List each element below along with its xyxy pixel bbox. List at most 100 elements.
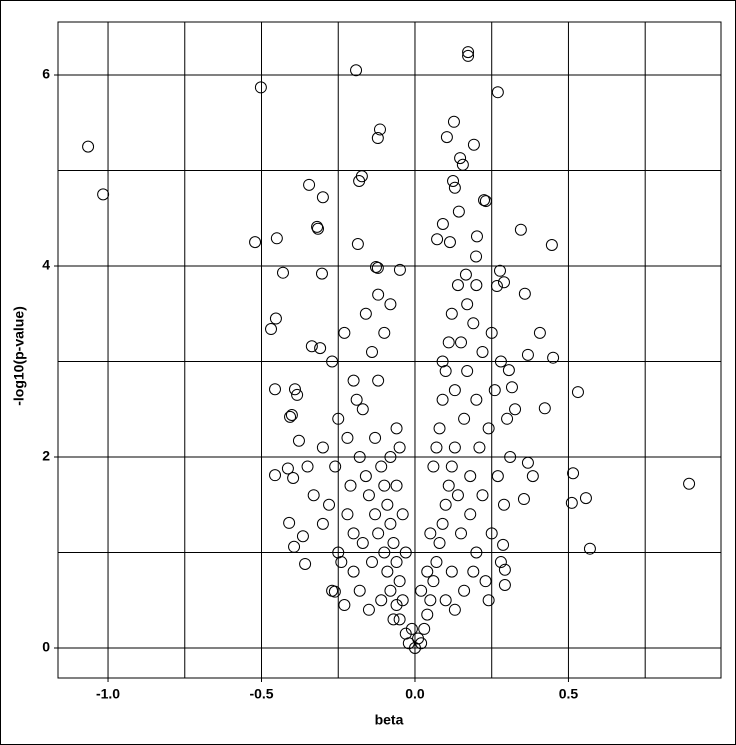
point bbox=[316, 517, 329, 530]
point bbox=[439, 498, 452, 511]
point bbox=[497, 538, 510, 551]
point bbox=[396, 508, 409, 521]
point bbox=[458, 412, 471, 425]
point bbox=[451, 279, 464, 292]
point bbox=[445, 307, 458, 320]
point bbox=[464, 508, 477, 521]
point bbox=[470, 279, 483, 292]
point bbox=[393, 575, 406, 588]
point bbox=[350, 393, 363, 406]
point bbox=[366, 345, 379, 358]
point bbox=[448, 181, 461, 194]
point bbox=[467, 138, 480, 151]
point bbox=[473, 441, 486, 454]
point bbox=[456, 158, 469, 171]
point bbox=[502, 364, 515, 377]
point bbox=[514, 223, 527, 236]
point bbox=[424, 594, 437, 607]
point bbox=[316, 441, 329, 454]
point bbox=[292, 434, 305, 447]
point bbox=[547, 351, 560, 364]
point bbox=[299, 557, 312, 570]
point bbox=[296, 530, 309, 543]
point bbox=[390, 479, 403, 492]
point bbox=[571, 386, 584, 399]
point bbox=[533, 326, 546, 339]
point bbox=[505, 381, 518, 394]
point bbox=[683, 477, 696, 490]
point bbox=[347, 527, 360, 540]
x-tick-label: -0.5 bbox=[249, 686, 273, 702]
point bbox=[378, 326, 391, 339]
point bbox=[378, 546, 391, 559]
point bbox=[421, 608, 434, 621]
x-tick-label: -1.0 bbox=[96, 686, 120, 702]
point bbox=[565, 496, 578, 509]
point bbox=[381, 498, 394, 511]
point bbox=[372, 374, 385, 387]
point bbox=[378, 479, 391, 492]
point bbox=[464, 470, 477, 483]
point bbox=[479, 575, 492, 588]
point bbox=[393, 441, 406, 454]
point bbox=[356, 536, 369, 549]
point bbox=[369, 431, 382, 444]
point bbox=[311, 222, 324, 235]
point bbox=[373, 123, 386, 136]
point bbox=[353, 584, 366, 597]
point bbox=[504, 451, 517, 464]
point bbox=[323, 498, 336, 511]
point bbox=[494, 355, 507, 368]
point bbox=[283, 516, 296, 529]
point bbox=[451, 489, 464, 502]
point bbox=[418, 622, 431, 635]
point bbox=[372, 527, 385, 540]
point bbox=[384, 584, 397, 597]
point bbox=[384, 451, 397, 464]
point bbox=[353, 175, 366, 188]
point bbox=[517, 493, 530, 506]
point bbox=[288, 383, 301, 396]
point bbox=[448, 441, 461, 454]
point bbox=[442, 479, 455, 492]
point bbox=[347, 565, 360, 578]
point bbox=[329, 460, 342, 473]
point bbox=[526, 470, 539, 483]
point bbox=[351, 238, 364, 251]
y-tick-label: 2 bbox=[42, 448, 50, 464]
point bbox=[372, 288, 385, 301]
point bbox=[301, 460, 314, 473]
point bbox=[362, 489, 375, 502]
x-tick-label: 0.5 bbox=[559, 686, 579, 702]
point bbox=[288, 540, 301, 553]
point bbox=[415, 584, 428, 597]
point bbox=[497, 276, 510, 289]
point bbox=[440, 131, 453, 144]
point bbox=[518, 287, 531, 300]
x-tick-label: 0.0 bbox=[405, 686, 425, 702]
point bbox=[412, 632, 425, 645]
y-axis-title: -log10(p-value) bbox=[11, 306, 27, 406]
point bbox=[265, 323, 278, 336]
point bbox=[347, 374, 360, 387]
point bbox=[476, 489, 489, 502]
point bbox=[356, 403, 369, 416]
point bbox=[433, 536, 446, 549]
point bbox=[338, 326, 351, 339]
point bbox=[375, 594, 388, 607]
point bbox=[448, 384, 461, 397]
point bbox=[359, 470, 372, 483]
point bbox=[254, 81, 267, 94]
point bbox=[291, 388, 304, 401]
y-tick-label: 6 bbox=[42, 66, 50, 82]
point bbox=[470, 546, 483, 559]
point bbox=[458, 584, 471, 597]
point bbox=[494, 264, 506, 277]
point bbox=[478, 194, 491, 207]
point bbox=[315, 267, 328, 280]
point bbox=[488, 384, 501, 397]
point bbox=[436, 393, 449, 406]
point bbox=[445, 460, 458, 473]
